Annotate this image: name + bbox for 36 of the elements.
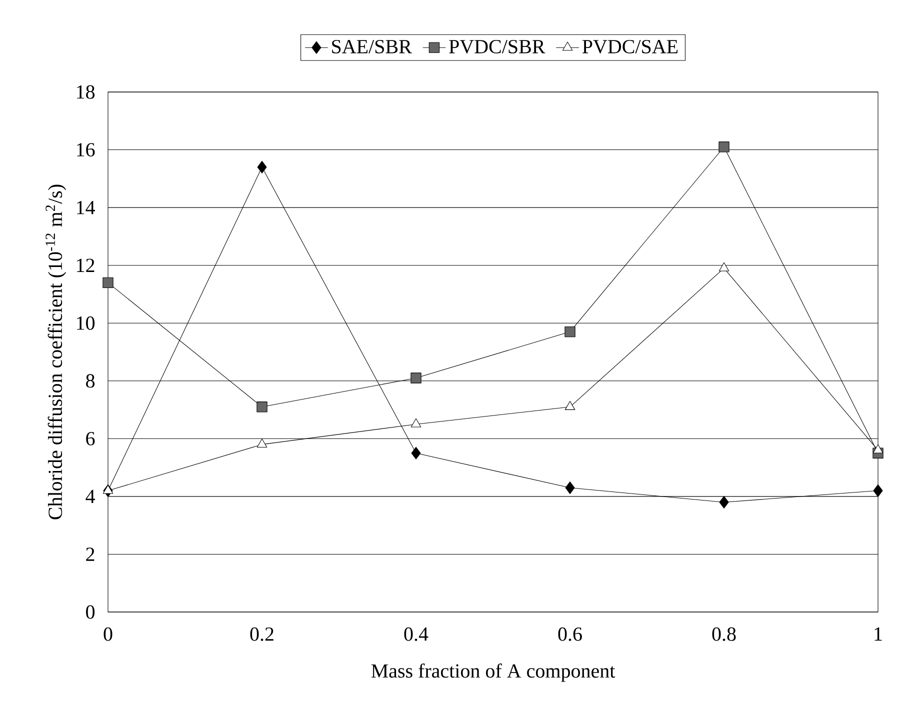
legend-label: SAE/SBR bbox=[332, 40, 412, 54]
x-axis-title: Mass fraction of A component bbox=[371, 663, 616, 682]
x-tick-label: 1 bbox=[874, 627, 882, 641]
point bbox=[102, 277, 114, 288]
y-tick-label: 10 bbox=[77, 316, 95, 330]
point bbox=[718, 262, 730, 272]
point bbox=[873, 484, 883, 497]
y-tick-label: 2 bbox=[86, 548, 94, 561]
y-tick-label: 12 bbox=[77, 258, 94, 272]
y-tick-label: 4 bbox=[86, 490, 95, 504]
y-tick-label: 18 bbox=[77, 85, 95, 99]
point bbox=[410, 418, 422, 428]
legend-label: PVDC/SBR bbox=[449, 40, 546, 54]
x-tick-label: 0.4 bbox=[404, 627, 428, 641]
point bbox=[565, 482, 575, 494]
point bbox=[410, 372, 422, 384]
y-tick-label: 0 bbox=[86, 605, 95, 619]
y-tick-label: 16 bbox=[77, 143, 95, 156]
point bbox=[718, 142, 730, 152]
point bbox=[102, 484, 114, 494]
y-axis-title: Chloride diffusion coefficient (10$^{-12}$ m$^{2}$/s) bbox=[46, 184, 66, 520]
y-tick-label: 6 bbox=[86, 432, 95, 446]
y-tick-label: 14 bbox=[77, 200, 95, 214]
point bbox=[256, 402, 268, 412]
x-tick-label: 0.2 bbox=[250, 627, 274, 641]
point bbox=[564, 326, 576, 338]
x-tick-label: 0 bbox=[104, 627, 112, 641]
point bbox=[411, 446, 421, 460]
x-tick-label: 0.6 bbox=[558, 627, 582, 641]
x-tick-label: 0.8 bbox=[712, 627, 736, 641]
point bbox=[257, 160, 267, 174]
point bbox=[719, 496, 729, 508]
point bbox=[872, 444, 884, 454]
point bbox=[564, 401, 576, 410]
legend-label: PVDC/SAE bbox=[582, 40, 678, 54]
y-tick-label: 8 bbox=[86, 374, 95, 388]
